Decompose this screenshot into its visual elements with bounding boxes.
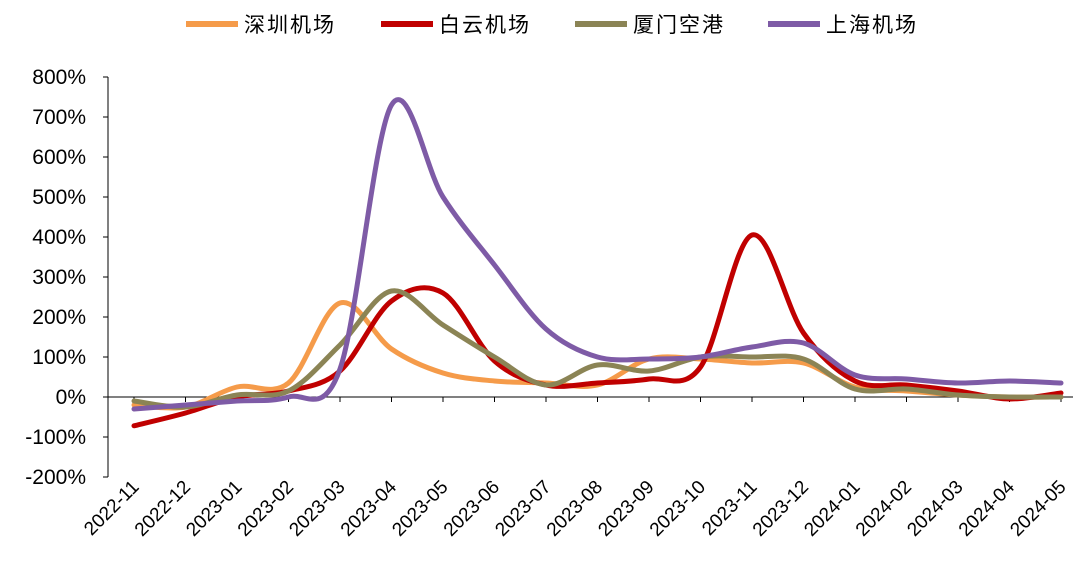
legend: 深圳机场 白云机场 厦门空港 上海机场 [186,13,918,37]
axes: 800% 700% 600% 500% 400% 300% 200% 100% 0% -100% -… [25,66,1073,541]
y-tick-label: 200% [32,306,86,329]
y-tick-label: 300% [32,266,86,289]
x-tick-label: 2023-01 [182,477,246,541]
y-tick-label: 100% [32,346,86,369]
legend-item-baiyun: 白云机场 [381,13,531,37]
y-tick-label: 0% [56,386,86,409]
x-tick-label: 2024-05 [1006,477,1070,541]
x-tick-label: 2024-01 [800,477,864,541]
x-tick-label: 2023-09 [594,477,658,541]
legend-label-xiamen: 厦门空港 [633,13,725,37]
y-tick-label: 500% [32,186,86,209]
x-tick-label: 2024-04 [955,476,1019,540]
series-line-xiamen [131,288,1064,410]
legend-label-shanghai: 上海机场 [826,13,918,37]
x-tick-label: 2023-03 [285,477,349,541]
x-tick-label: 2023-12 [749,477,813,541]
x-tick-label: 2024-03 [903,477,967,541]
x-tick-label: 2023-04 [337,476,401,540]
y-tick-label: -200% [25,466,86,489]
x-tick-label: 2023-08 [543,477,607,541]
series-layer [131,97,1064,429]
legend-label-shenzhen: 深圳机场 [244,13,336,37]
x-tick-label: 2023-05 [388,477,452,541]
x-tick-label: 2022-12 [131,477,195,541]
y-tick-label: 600% [32,146,86,169]
y-tick-label: -100% [25,426,86,449]
legend-item-shenzhen: 深圳机场 [186,13,336,37]
x-tick-label: 2023-06 [440,477,504,541]
y-tick-label: 400% [32,226,86,249]
y-tick-label: 800% [32,66,86,89]
legend-item-shanghai: 上海机场 [768,13,918,37]
series-line-shanghai [131,97,1064,412]
y-tick-label: 700% [32,106,86,129]
x-tick-label: 2023-07 [491,477,555,541]
x-tick-label: 2023-02 [234,477,298,541]
x-tick-label: 2023-10 [646,477,710,541]
series-line-baiyun [131,232,1064,429]
legend-label-baiyun: 白云机场 [439,13,531,37]
legend-item-xiamen: 厦门空港 [575,13,725,37]
x-tick-label: 2024-02 [852,477,916,541]
